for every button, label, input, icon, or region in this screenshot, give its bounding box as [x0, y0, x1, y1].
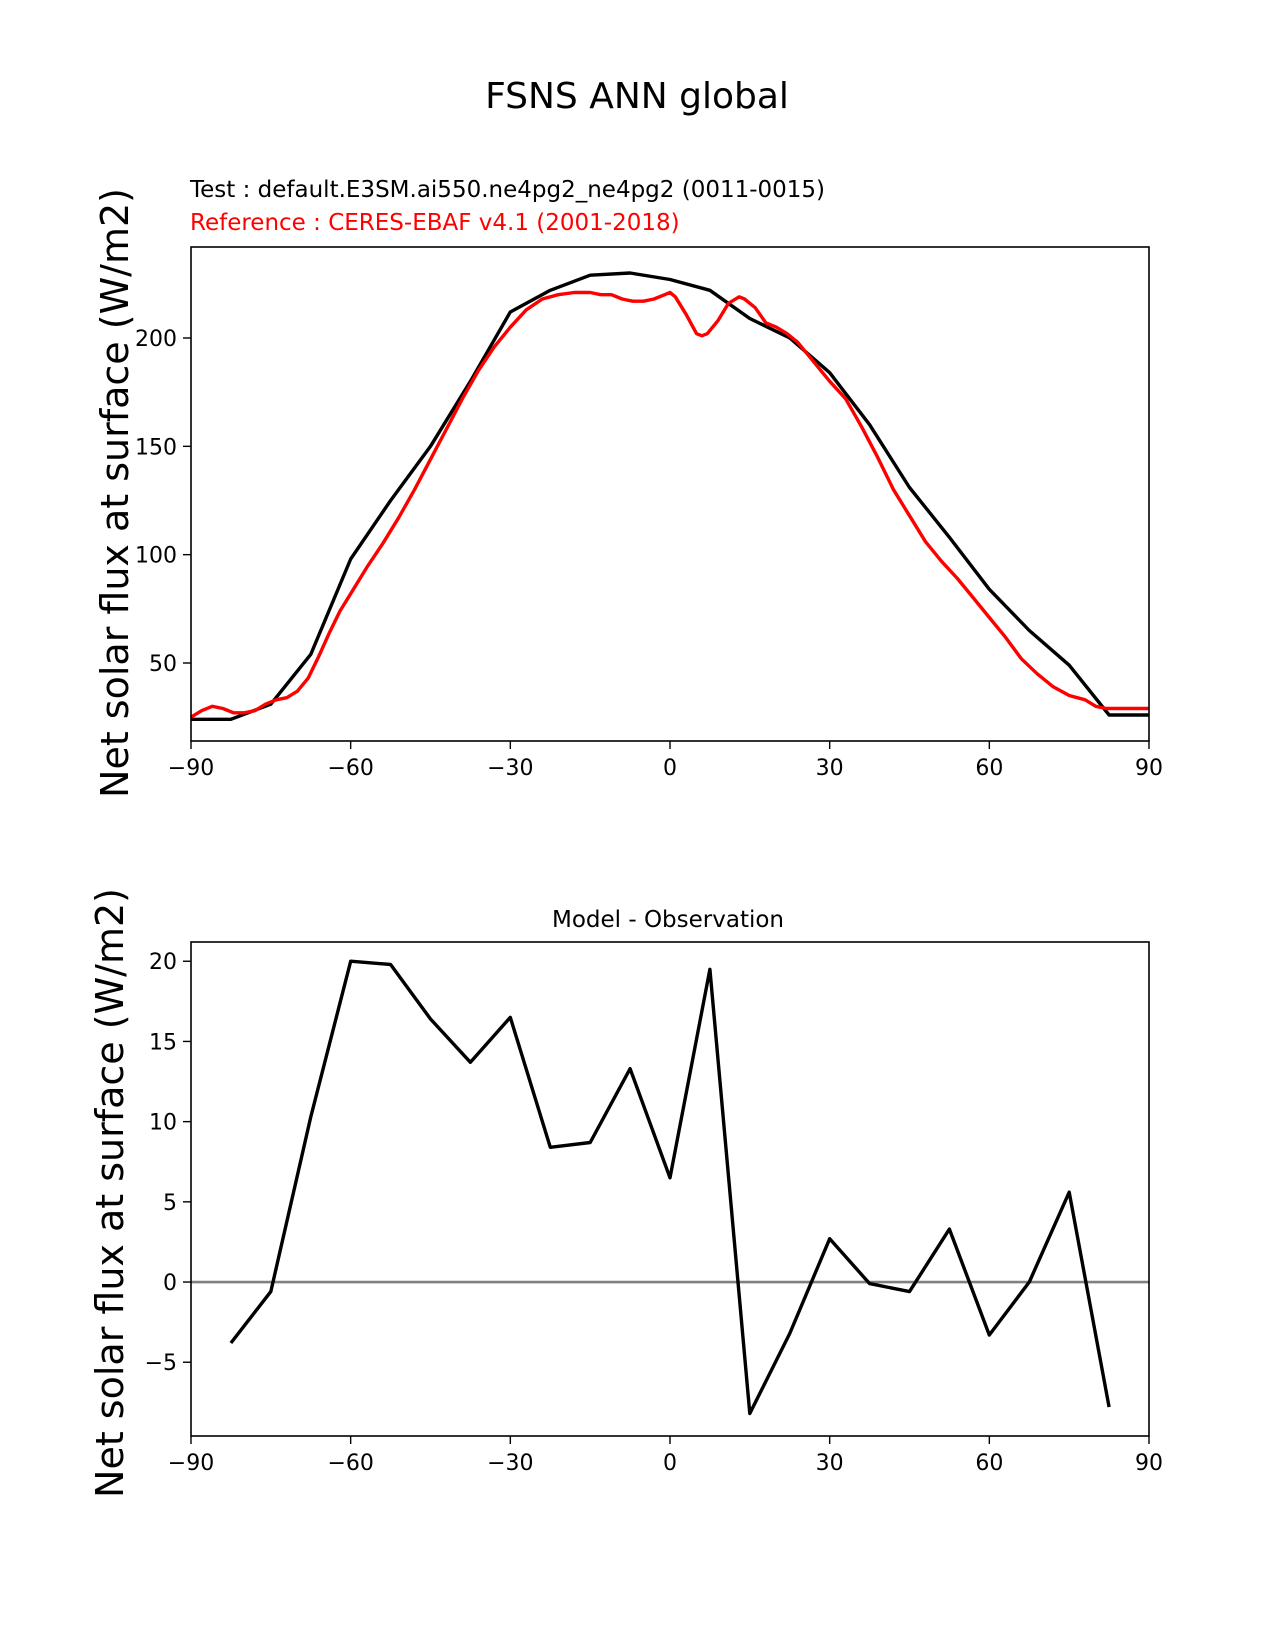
bottom-axes-frame — [190, 941, 1150, 1437]
bottom-panel-title: Model - Observation — [552, 907, 784, 933]
top-x-tick-label: −30 — [487, 756, 533, 781]
top-x-tick-label: −90 — [168, 756, 214, 781]
bottom-x-tick-label: 0 — [663, 1451, 677, 1476]
bottom-y-tick-label: 20 — [149, 950, 177, 975]
bottom-x-tick-label: −60 — [327, 1451, 373, 1476]
bottom-y-tick-label: 0 — [163, 1271, 177, 1296]
bottom-x-tick-label: 90 — [1135, 1451, 1163, 1476]
top-axes-frame — [190, 246, 1150, 742]
bottom-x-tick-label: 30 — [816, 1451, 844, 1476]
top-line-panel: −90 −60 −30 0 30 60 90 50 100 150 200 — [135, 246, 1163, 781]
top-y-tick-label: 200 — [135, 327, 177, 352]
top-y-tick-label: 100 — [135, 544, 177, 569]
bottom-x-tick-label: −30 — [487, 1451, 533, 1476]
test-label: Test : default.E3SM.ai550.ne4pg2_ne4pg2 … — [189, 177, 825, 203]
top-series-line-0 — [191, 271, 1149, 721]
bottom-y-tick-label: 5 — [163, 1191, 177, 1216]
figure-title: FSNS ANN global — [485, 76, 789, 117]
bottom-x-tick-label: 60 — [975, 1451, 1003, 1476]
top-x-tick-label: 60 — [975, 756, 1003, 781]
top-y-axis-label: Net solar flux at surface (W/m2) — [93, 188, 137, 798]
top-y-tick-label: 150 — [135, 435, 177, 460]
top-y-tick-label: 50 — [149, 652, 177, 677]
top-x-tick-label: 30 — [816, 756, 844, 781]
bottom-series-line-0 — [229, 959, 1111, 1416]
bottom-difference-panel: −90 −60 −30 0 30 60 90 −5 0 5 10 15 20 — [145, 941, 1163, 1476]
bottom-x-tick-label: −90 — [168, 1451, 214, 1476]
reference-label: Reference : CERES-EBAF v4.1 (2001-2018) — [190, 210, 680, 236]
top-x-tick-label: 90 — [1135, 756, 1163, 781]
bottom-y-axis-label: Net solar flux at surface (W/m2) — [88, 888, 132, 1498]
bottom-y-tick-label: 15 — [149, 1030, 177, 1055]
top-x-tick-label: 0 — [663, 756, 677, 781]
bottom-y-tick-label: 10 — [149, 1111, 177, 1136]
top-x-tick-label: −60 — [327, 756, 373, 781]
bottom-y-tick-label: −5 — [145, 1351, 177, 1376]
top-series-line-1 — [190, 290, 1149, 719]
